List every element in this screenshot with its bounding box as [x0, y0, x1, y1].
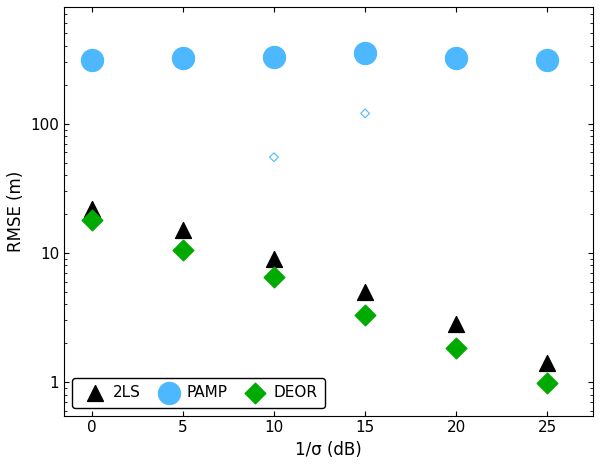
X-axis label: 1/σ (dB): 1/σ (dB) [295, 441, 362, 459]
PAMP [361, 49, 370, 57]
PAMP [87, 56, 97, 64]
DEOR [178, 247, 188, 254]
2LS [361, 288, 370, 295]
2LS [542, 359, 552, 367]
Point [269, 153, 279, 161]
PAMP [451, 55, 461, 62]
DEOR [542, 379, 552, 387]
2LS [87, 205, 97, 212]
DEOR [361, 311, 370, 319]
PAMP [178, 55, 188, 62]
Legend: 2LS, PAMP, DEOR: 2LS, PAMP, DEOR [72, 378, 325, 408]
PAMP [269, 54, 279, 61]
DEOR [269, 274, 279, 281]
Y-axis label: RMSE (m): RMSE (m) [7, 171, 25, 252]
PAMP [542, 56, 552, 64]
Point [361, 110, 370, 117]
2LS [178, 226, 188, 234]
2LS [451, 321, 461, 328]
DEOR [451, 344, 461, 351]
2LS [269, 255, 279, 262]
DEOR [87, 216, 97, 224]
